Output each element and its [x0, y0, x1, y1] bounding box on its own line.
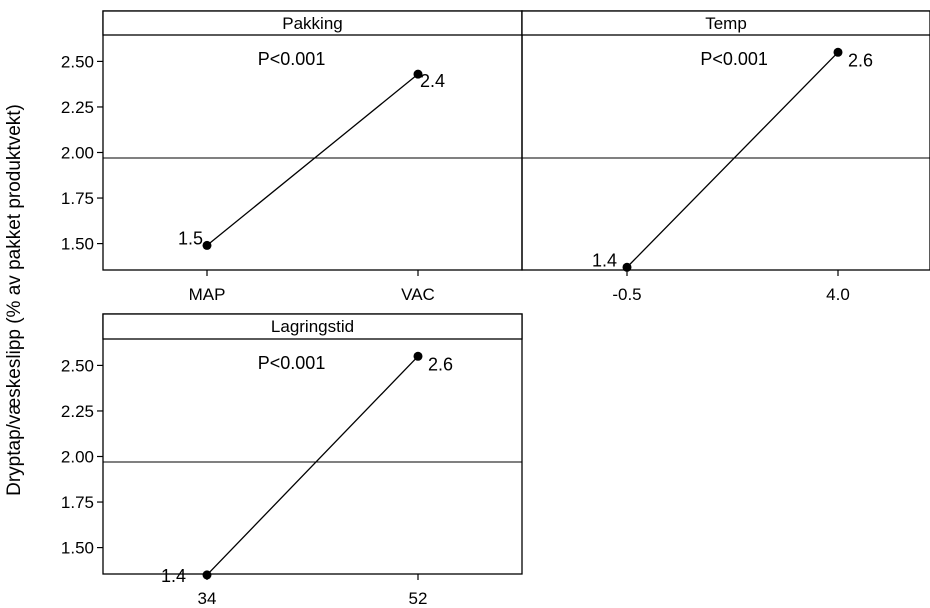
x-tick-label: 34: [198, 589, 217, 608]
p-value-label: P<0.001: [258, 49, 326, 69]
y-tick-label: 2.00: [61, 144, 94, 163]
panels-group: Pakking 1.50 1.75 2.00 2.25 2.50 MAP VAC 1.5 2.4 P…: [61, 10, 930, 608]
panel-title: Pakking: [282, 14, 342, 33]
y-tick-label: 2.00: [61, 448, 94, 467]
y-tick-label: 1.50: [61, 539, 94, 558]
panel-header: [102, 10, 523, 36]
y-tick-label: 2.50: [61, 52, 94, 71]
y-tick-label: 1.50: [61, 235, 94, 254]
panel-temp: Temp -0.5 4.0 1.4 2.6 P<0.001: [521, 10, 930, 304]
y-tick-label: 1.75: [61, 189, 94, 208]
data-label: 2.6: [428, 354, 453, 374]
x-tick-label: -0.5: [612, 285, 641, 304]
data-label: 1.4: [592, 250, 617, 270]
x-tick-label: 52: [409, 589, 428, 608]
effect-line: [626, 51, 839, 268]
data-label: 2.4: [420, 71, 445, 91]
y-tick-label: 1.75: [61, 493, 94, 512]
panel-pakking: Pakking 1.50 1.75 2.00 2.25 2.50 MAP VAC 1.5 2.4 P…: [61, 10, 523, 304]
panel-title: Temp: [705, 14, 747, 33]
data-point: [202, 240, 212, 250]
panel-title: Lagringstid: [271, 317, 354, 336]
x-tick-label: MAP: [189, 285, 226, 304]
panel-lagringstid: Lagringstid 1.50 1.75 2.00 2.25 2.50 34 52 1.4 2.…: [61, 313, 523, 608]
y-tick-label: 2.25: [61, 402, 94, 421]
effect-line: [206, 355, 419, 576]
y-tick-label: 2.50: [61, 356, 94, 375]
data-point: [833, 47, 843, 57]
data-label: 1.5: [178, 228, 203, 248]
p-value-label: P<0.001: [258, 353, 326, 373]
y-tick-label: 2.25: [61, 98, 94, 117]
data-point: [202, 570, 212, 580]
x-tick-label: 4.0: [826, 285, 850, 304]
data-point: [622, 262, 632, 272]
panel-header: [102, 313, 523, 340]
y-axis-label: Dryptap/væskeslipp (% av pakket produktv…: [4, 104, 25, 496]
effect-line: [206, 73, 419, 246]
x-tick-label: VAC: [401, 285, 435, 304]
data-label: 1.4: [161, 566, 186, 586]
data-point: [413, 351, 423, 361]
p-value-label: P<0.001: [700, 49, 768, 69]
data-point: [413, 69, 423, 79]
panel-header: [521, 10, 930, 36]
data-label: 2.6: [848, 50, 873, 70]
